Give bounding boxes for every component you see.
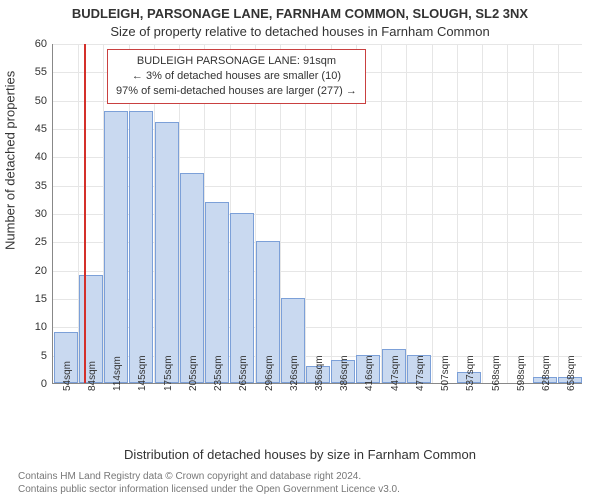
gridline-v	[457, 44, 458, 383]
y-tick-label: 60	[35, 38, 53, 50]
gridline-v	[482, 44, 483, 383]
x-tick-label: 175sqm	[163, 355, 174, 391]
plot-area: 05101520253035404550556054sqm84sqm114sqm…	[52, 44, 582, 384]
x-tick-label: 265sqm	[238, 355, 249, 391]
x-tick-label: 507sqm	[440, 355, 451, 391]
x-tick-label: 416sqm	[364, 355, 375, 391]
x-tick-label: 326sqm	[289, 355, 300, 391]
gridline-v	[558, 44, 559, 383]
gridline-h	[53, 44, 582, 45]
x-tick-label: 356sqm	[314, 355, 325, 391]
annotation-line1: BUDLEIGH PARSONAGE LANE: 91sqm	[116, 54, 357, 69]
x-tick-label: 235sqm	[213, 355, 224, 391]
x-tick-label: 205sqm	[188, 355, 199, 391]
chart-title-line2: Size of property relative to detached ho…	[0, 24, 600, 39]
chart-container: BUDLEIGH, PARSONAGE LANE, FARNHAM COMMON…	[0, 0, 600, 500]
x-tick-label: 537sqm	[465, 355, 476, 391]
histogram-bar	[129, 111, 153, 383]
x-tick-label: 145sqm	[137, 355, 148, 391]
y-tick-label: 0	[41, 378, 53, 390]
gridline-v	[507, 44, 508, 383]
y-axis-label: Number of detached properties	[3, 71, 18, 250]
x-tick-label: 598sqm	[516, 355, 527, 391]
y-tick-label: 10	[35, 321, 53, 333]
chart-title-line1: BUDLEIGH, PARSONAGE LANE, FARNHAM COMMON…	[0, 6, 600, 21]
histogram-bar	[180, 173, 204, 383]
x-tick-label: 447sqm	[390, 355, 401, 391]
x-tick-label: 628sqm	[541, 355, 552, 391]
y-tick-label: 50	[35, 95, 53, 107]
x-tick-label: 477sqm	[415, 355, 426, 391]
y-tick-label: 30	[35, 208, 53, 220]
property-marker-line	[84, 44, 86, 383]
x-tick-label: 386sqm	[339, 355, 350, 391]
x-tick-label: 568sqm	[491, 355, 502, 391]
y-tick-label: 15	[35, 293, 53, 305]
gridline-v	[432, 44, 433, 383]
x-tick-label: 54sqm	[62, 361, 73, 391]
x-tick-label: 84sqm	[87, 361, 98, 391]
footer-line2: Contains public sector information licen…	[18, 484, 400, 497]
histogram-bar	[104, 111, 128, 383]
x-tick-label: 114sqm	[112, 356, 123, 391]
annotation-box: BUDLEIGH PARSONAGE LANE: 91sqm ← 3% of d…	[107, 49, 366, 104]
gridline-v	[381, 44, 382, 383]
footer-line1: Contains HM Land Registry data © Crown c…	[18, 471, 400, 484]
footer-attribution: Contains HM Land Registry data © Crown c…	[18, 471, 400, 496]
histogram-bar	[155, 122, 179, 383]
y-tick-label: 40	[35, 151, 53, 163]
gridline-v	[533, 44, 534, 383]
x-tick-label: 658sqm	[566, 355, 577, 391]
y-tick-label: 45	[35, 123, 53, 135]
annotation-line2: ← 3% of detached houses are smaller (10)	[116, 69, 357, 84]
x-axis-label: Distribution of detached houses by size …	[0, 447, 600, 462]
gridline-v	[406, 44, 407, 383]
x-tick-label: 296sqm	[264, 355, 275, 391]
y-tick-label: 25	[35, 236, 53, 248]
y-tick-label: 20	[35, 265, 53, 277]
annotation-line3: 97% of semi-detached houses are larger (…	[116, 84, 357, 99]
y-tick-label: 35	[35, 180, 53, 192]
y-tick-label: 5	[41, 350, 53, 362]
y-tick-label: 55	[35, 66, 53, 78]
